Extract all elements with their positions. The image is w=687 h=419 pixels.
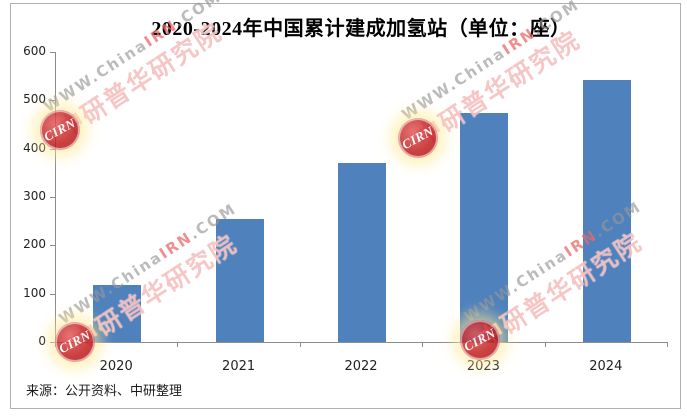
x-tick-mark bbox=[299, 343, 301, 347]
y-tick-mark bbox=[50, 148, 55, 150]
y-tick-label-300: 300 bbox=[23, 189, 46, 203]
chart-title: 2020-2024年中国累计建成加氢站（单位：座） bbox=[151, 18, 571, 40]
bar-2020 bbox=[93, 284, 142, 342]
y-tick-mark bbox=[50, 245, 55, 247]
x-tick-mark bbox=[544, 343, 546, 347]
plot-area bbox=[55, 52, 668, 343]
x-tick-label-2022: 2022 bbox=[344, 359, 378, 374]
y-tick-mark bbox=[50, 197, 55, 198]
y-tick-label-600: 600 bbox=[23, 44, 46, 58]
y-tick-mark bbox=[50, 52, 55, 53]
x-tick-mark bbox=[667, 343, 668, 347]
y-tick-label-400: 400 bbox=[23, 140, 46, 155]
y-tick-label-500: 500 bbox=[23, 92, 46, 107]
y-tick-mark bbox=[50, 293, 55, 295]
y-tick-label-200: 200 bbox=[23, 237, 46, 252]
y-tick-label-0: 0 bbox=[38, 334, 46, 348]
x-tick-mark bbox=[422, 343, 424, 347]
y-tick-mark bbox=[50, 100, 55, 102]
x-tick-mark bbox=[55, 343, 56, 347]
bar-2021 bbox=[215, 218, 264, 342]
bar-2024 bbox=[582, 80, 631, 342]
source-note: 来源：公开资料、中研整理 bbox=[26, 384, 183, 399]
bar-2022 bbox=[338, 163, 386, 342]
x-tick-label-2023: 2023 bbox=[466, 359, 500, 374]
x-tick-label-2021: 2021 bbox=[222, 359, 256, 374]
bar-2023 bbox=[460, 112, 509, 342]
x-tick-mark bbox=[177, 343, 179, 347]
y-tick-mark bbox=[50, 342, 55, 343]
x-tick-label-2020: 2020 bbox=[99, 359, 133, 374]
y-tick-label-100: 100 bbox=[23, 285, 46, 300]
x-tick-label-2024: 2024 bbox=[589, 359, 623, 374]
